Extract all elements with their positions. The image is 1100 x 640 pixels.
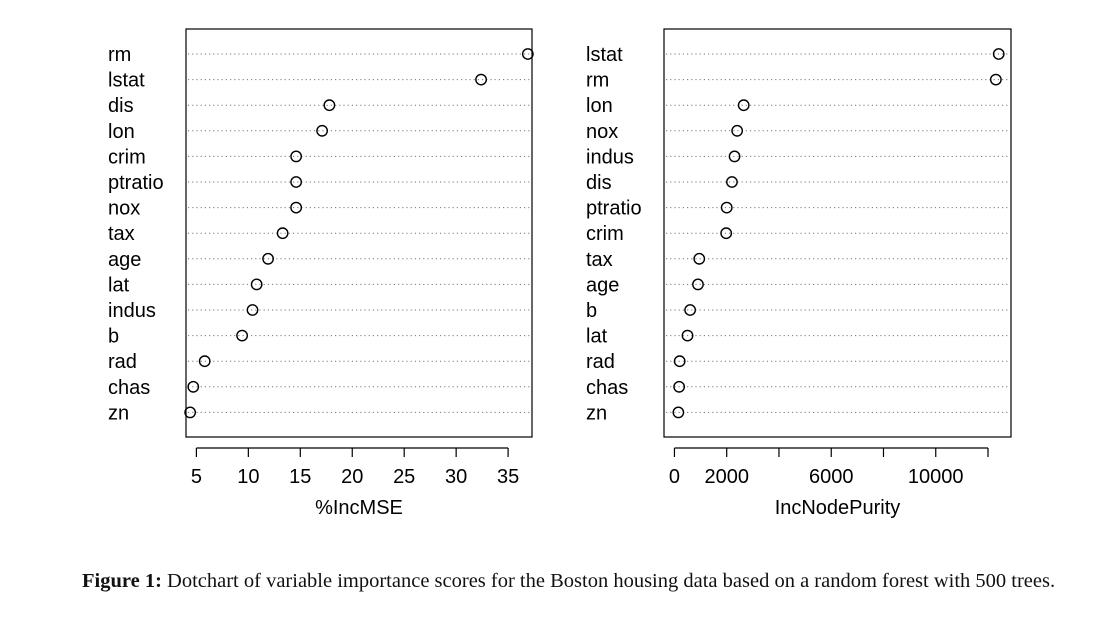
importance-point [187, 380, 200, 393]
variable-label: rm [108, 44, 131, 66]
importance-point [673, 380, 686, 393]
importance-point [290, 201, 303, 214]
x-axis-title: IncNodePurity [775, 497, 901, 519]
variable-label: age [108, 249, 141, 271]
importance-point [693, 252, 706, 265]
importance-point [290, 150, 303, 163]
caption-text: Dotchart of variable importance scores f… [167, 570, 1056, 592]
variable-label: lstat [108, 70, 145, 92]
importance-point [316, 124, 329, 137]
caption-label: Figure 1: [82, 570, 162, 592]
x-tick-label: 5 [191, 466, 202, 488]
variable-label: indus [108, 300, 156, 322]
importance-point [720, 227, 733, 240]
importance-point [692, 278, 704, 291]
x-tick-label: 25 [393, 466, 415, 488]
variable-label: tax [586, 249, 613, 271]
plot-frame [185, 28, 533, 438]
importance-point [250, 278, 263, 291]
variable-label: dis [586, 172, 612, 194]
variable-label: b [108, 326, 119, 348]
variable-label: lon [586, 95, 613, 117]
importance-point [684, 304, 697, 316]
importance-point [262, 252, 274, 265]
importance-point [681, 329, 694, 342]
x-tick-label: 2000 [704, 466, 749, 488]
variable-label: crim [586, 223, 624, 245]
importance-point [184, 406, 197, 419]
variable-label: lat [108, 274, 130, 296]
x-tick-label: 30 [445, 466, 467, 488]
importance-point [475, 73, 487, 86]
variable-label: tax [108, 223, 135, 245]
x-tick-label: 10 [237, 466, 259, 488]
x-tick-label: 15 [289, 466, 311, 488]
x-axis-title: %IncMSE [315, 497, 403, 519]
importance-point [992, 48, 1005, 60]
importance-panel-incmse: rm lstat dis lon crim ptratio nox tax age lat indu… [108, 28, 534, 519]
variable-label: chas [108, 377, 150, 399]
variable-label: lstat [586, 44, 623, 66]
importance-point [521, 48, 534, 60]
importance-panel-incnodepurity: lstat rm lon nox indus dis ptratio crim tax age bl… [586, 28, 1012, 519]
variable-label: rad [586, 351, 615, 373]
variable-label: crim [108, 146, 146, 168]
variable-label: lon [108, 121, 135, 143]
variable-label: rm [586, 70, 609, 92]
importance-point [246, 304, 259, 316]
importance-point [323, 99, 336, 112]
importance-point [989, 73, 1002, 86]
variable-label: age [586, 274, 619, 296]
importance-point [726, 176, 738, 188]
variable-label: nox [586, 121, 618, 143]
importance-point [728, 150, 741, 163]
importance-point [673, 355, 686, 368]
importance-point [198, 355, 211, 368]
variable-label: ptratio [586, 198, 642, 220]
x-tick-label: 6000 [809, 466, 854, 488]
importance-point [236, 329, 249, 342]
importance-point [672, 406, 685, 419]
variable-label: chas [586, 377, 628, 399]
plot-frame [663, 28, 1012, 438]
variable-label: nox [108, 198, 140, 220]
importance-point [290, 176, 303, 188]
importance-point [737, 99, 750, 112]
importance-point [731, 124, 744, 137]
variable-label: b [586, 300, 597, 322]
variable-label: zn [586, 402, 607, 424]
variable-label: lat [586, 326, 608, 348]
importance-point [276, 227, 289, 240]
variable-label: indus [586, 146, 634, 168]
variable-label: rad [108, 351, 137, 373]
variable-label: zn [108, 402, 129, 424]
variable-label: dis [108, 95, 134, 117]
importance-point [720, 201, 733, 214]
x-tick-label: 10000 [908, 466, 964, 488]
variable-label: ptratio [108, 172, 164, 194]
x-tick-label: 35 [497, 466, 519, 488]
x-tick-label: 0 [669, 466, 680, 488]
figure-caption: Figure 1: Dotchart of variable importanc… [82, 568, 1062, 594]
x-tick-label: 20 [341, 466, 363, 488]
